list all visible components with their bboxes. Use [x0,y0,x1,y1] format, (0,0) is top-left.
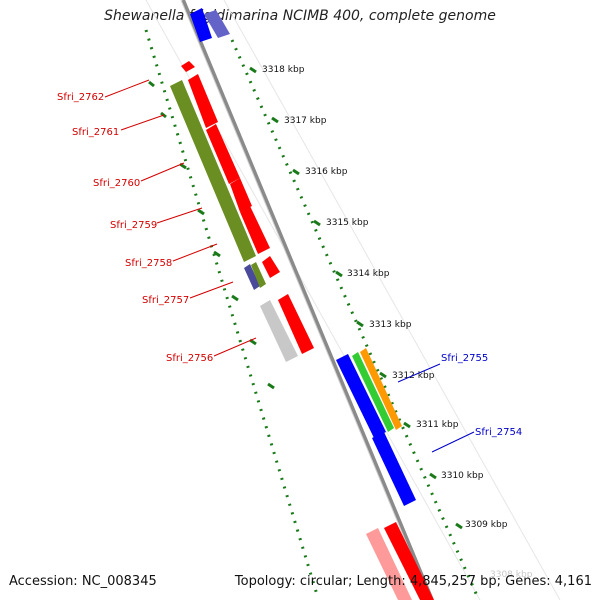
gene-sfri-2762[interactable] [181,61,195,72]
gene-sfri-2761[interactable] [188,74,218,128]
inner-ruler-ticks [249,66,463,530]
gene-navy-small[interactable] [244,264,260,290]
right-gene-labels: Sfri_2755 Sfri_2754 [397,353,522,453]
gene-label[interactable]: Sfri_2755 [441,353,488,364]
gene-orange[interactable] [360,348,402,430]
leader-line [172,243,218,262]
gene-sfri-2760[interactable] [206,124,240,184]
gene-label[interactable]: Sfri_2761 [72,127,119,138]
gene-sfri-2756[interactable] [278,294,314,354]
genome-backbone-highlight [180,0,431,600]
ruler-label: 3316 kbp [305,167,348,177]
ruler-labels: 3318 kbp 3317 kbp 3316 kbp 3315 kbp 3314 kbp… [262,65,533,580]
ruler-label: 3312 kbp [392,371,435,381]
genes-left [170,61,434,600]
ruler-label: 3318 kbp [262,65,305,75]
ruler-label: 3313 kbp [369,320,412,330]
leader-line [397,363,441,383]
ruler-label: 3310 kbp [441,471,484,481]
gene-sfri-2755-blue[interactable] [336,354,386,438]
genes-right [190,8,416,506]
ruler-label: 3308 kbp [490,570,533,580]
gene-label[interactable]: Sfri_2757 [142,295,189,306]
gene-blue-top[interactable] [190,8,212,42]
leader-line [189,281,234,299]
ruler-label: 3315 kbp [326,218,369,228]
gene-navy-top[interactable] [204,10,230,38]
gene-label[interactable]: Sfri_2758 [125,258,172,269]
leader-line [140,162,185,182]
ruler-label: 3317 kbp [284,116,327,126]
gene-sfri-2757[interactable] [262,256,280,278]
gene-green[interactable] [352,352,394,432]
gene-label[interactable]: Sfri_2759 [110,220,157,231]
track-border-inner [223,0,561,600]
genome-summary: Topology: circular; Length: 4,845,257 bp… [234,574,592,589]
leader-line [120,114,165,131]
gene-pink-bottom[interactable] [366,528,412,600]
ruler-label: 3309 kbp [465,520,508,530]
gene-label[interactable]: Sfri_2756 [166,353,213,364]
gene-sfri-2754-blue[interactable] [372,432,416,506]
gene-sfri-2759[interactable] [230,178,252,212]
leader-line [156,207,203,224]
leader-line [213,337,257,357]
left-gene-labels: Sfri_2762 Sfri_2761 Sfri_2760 Sfri_2759 Sfri… [57,79,257,364]
ruler-label: 3314 kbp [347,269,390,279]
gene-olive-small[interactable] [251,262,266,288]
genome-backbone [181,0,434,600]
accession-text: Accession: NC_008345 [9,574,157,589]
gene-label[interactable]: Sfri_2754 [475,427,522,438]
gene-sfri-2758[interactable] [240,206,270,254]
leader-line [431,431,475,453]
leader-line [104,79,150,98]
gene-label[interactable]: Sfri_2760 [93,178,140,189]
ruler-label: 3311 kbp [416,420,459,430]
gene-olive-long[interactable] [170,80,256,262]
gene-red-bottom[interactable] [384,522,434,600]
gene-grey-2756[interactable] [260,300,298,362]
gene-label[interactable]: Sfri_2762 [57,92,104,103]
